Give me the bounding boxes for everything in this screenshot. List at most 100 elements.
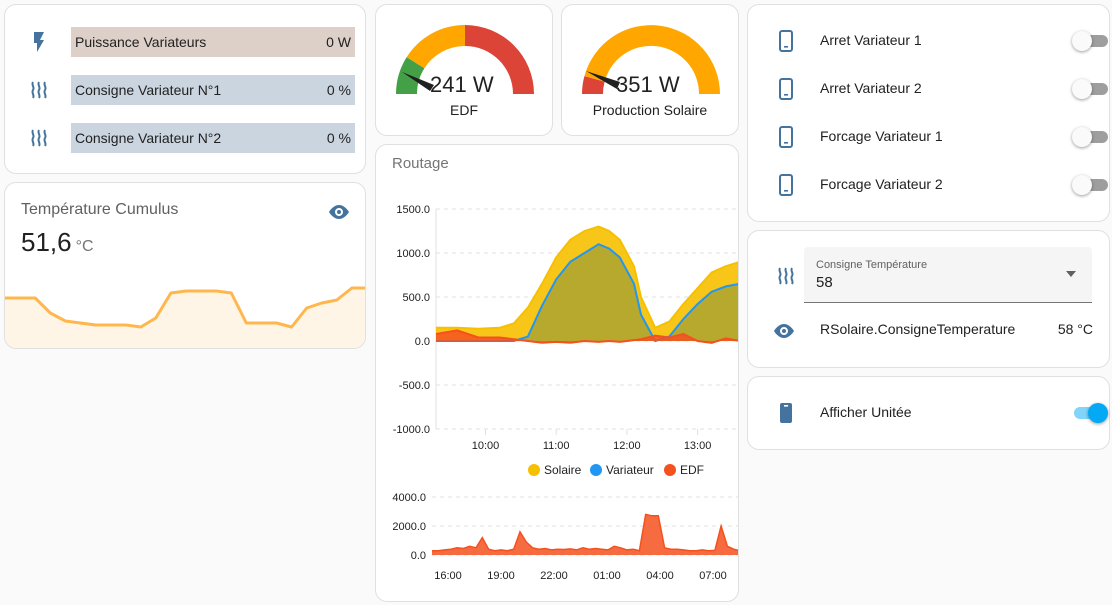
- gauge-segment-red: [582, 76, 605, 94]
- toggle-knob: [1072, 127, 1092, 147]
- y-tick-label: 1500.0: [396, 204, 430, 216]
- cellphone-icon: [779, 78, 793, 100]
- gauge-segment-orange: [406, 25, 465, 69]
- switch-row-afficher[interactable]: Afficher Unitée: [768, 393, 1108, 433]
- flash-icon: [34, 32, 44, 52]
- entity-value: 0 %: [326, 82, 351, 98]
- afficher-card: Afficher Unitée: [747, 376, 1110, 450]
- entity-value: 0 %: [326, 130, 351, 146]
- x-tick-label: 12:00: [613, 440, 641, 452]
- gauge-solaire: [582, 25, 720, 95]
- legend-marker: [590, 464, 602, 476]
- switch-label: Arret Variateur 2: [820, 80, 922, 96]
- sparkline-fill: [5, 288, 365, 348]
- y-tick-label: 4000.0: [392, 492, 426, 504]
- switch-row-arret-1[interactable]: Arret Variateur 1: [768, 21, 1108, 61]
- temperature-card[interactable]: Température Cumulus 51,6 °C: [4, 182, 366, 349]
- switch-row-forcage-1[interactable]: Forcage Variateur 1: [768, 117, 1108, 157]
- cellphone-icon: [780, 403, 792, 423]
- entity-value: 0 W: [326, 34, 351, 50]
- switch-row-arret-2[interactable]: Arret Variateur 2: [768, 69, 1108, 109]
- legend-label: EDF: [680, 463, 704, 477]
- gauge-value: 241 W: [430, 72, 494, 97]
- x-tick-label: 01:00: [593, 570, 621, 582]
- gauge-segment-red: [465, 25, 534, 94]
- toggle-switch[interactable]: [1072, 403, 1108, 423]
- cellphone-icon: [779, 126, 793, 148]
- y-tick-label: 1000.0: [396, 248, 430, 260]
- series-line-edf: [432, 513, 738, 552]
- legend-marker: [664, 464, 676, 476]
- y-tick-label: 2000.0: [392, 521, 426, 533]
- x-tick-label: 04:00: [646, 570, 674, 582]
- switches-card: Arret Variateur 1 Arret Variateur 2 Forc…: [747, 4, 1110, 222]
- y-tick-label: 0.0: [415, 336, 430, 348]
- switch-label: Forcage Variateur 2: [820, 176, 943, 192]
- history-chart[interactable]: 4000.0 2000.0 0.0 16:00 19:00 22:00 01:00 04:00…: [376, 483, 739, 602]
- toggle-switch[interactable]: [1072, 79, 1108, 99]
- consigne-card: Consigne Température 58 RSolaire.Consign…: [747, 230, 1110, 368]
- entity-bar: Puissance Variateurs 0 W: [71, 27, 355, 57]
- entity-row-consigne-2[interactable]: Consigne Variateur N°2 0 %: [21, 123, 355, 153]
- consigne-select[interactable]: Consigne Température 58: [804, 247, 1092, 303]
- entity-bar: Consigne Variateur N°1 0 %: [71, 75, 355, 105]
- toggle-switch[interactable]: [1072, 175, 1108, 195]
- dropdown-arrow-icon: [1066, 271, 1076, 277]
- entity-label: Consigne Variateur N°1: [75, 82, 222, 98]
- attribute-label: RSolaire.ConsigneTemperature: [820, 321, 1016, 337]
- entity-label: Consigne Variateur N°2: [75, 130, 222, 146]
- entity-label: Puissance Variateurs: [75, 34, 207, 50]
- series-line-solaire: [436, 225, 738, 330]
- y-tick-label: -500.0: [399, 380, 430, 392]
- legend-label: Solaire: [544, 463, 582, 477]
- toggle-knob: [1072, 175, 1092, 195]
- toggle-knob: [1072, 31, 1092, 51]
- eye-icon[interactable]: [772, 319, 796, 343]
- toggle-switch[interactable]: [1072, 127, 1108, 147]
- series-area-variateur: [436, 244, 738, 341]
- routage-chart[interactable]: 1500.0 1000.0 500.0 0.0 -500.0 -1000.0 10:00 11…: [376, 145, 739, 485]
- gauge-card-edf[interactable]: 241 W EDF: [375, 4, 553, 136]
- x-tick-label: 22:00: [540, 570, 568, 582]
- cellphone-icon: [779, 174, 793, 196]
- switch-label: Arret Variateur 1: [820, 32, 922, 48]
- toggle-switch[interactable]: [1072, 31, 1108, 51]
- legend-label: Variateur: [606, 463, 654, 477]
- sparkline-line: [5, 286, 365, 329]
- gauge-name: Production Solaire: [592, 102, 708, 118]
- heat-wave-icon: [778, 267, 794, 285]
- heat-wave-icon: [31, 81, 47, 99]
- gauge-needle: [586, 71, 620, 89]
- switch-label: Forcage Variateur 1: [820, 128, 943, 144]
- chart-title: Routage: [392, 155, 449, 172]
- entities-card: Puissance Variateurs 0 W Consigne Variat…: [4, 4, 366, 174]
- temperature-title: Température Cumulus: [21, 201, 179, 218]
- toggle-knob: [1088, 403, 1108, 423]
- gauge-value: 351 W: [616, 72, 680, 97]
- gauge-card-solaire[interactable]: 351 W Production Solaire: [561, 4, 739, 136]
- x-tick-label: 07:00: [699, 570, 727, 582]
- gauge-edf: [396, 25, 534, 94]
- y-tick-label: 0.0: [411, 550, 426, 562]
- temperature-number: 51,6: [21, 227, 72, 257]
- series-area-edf: [432, 514, 738, 555]
- attribute-value: 58 °C: [1057, 321, 1093, 337]
- switch-row-forcage-2[interactable]: Forcage Variateur 2: [768, 165, 1108, 205]
- series-line-edf: [435, 329, 738, 344]
- entity-bar: Consigne Variateur N°2 0 %: [71, 123, 355, 153]
- toggle-knob: [1072, 79, 1092, 99]
- routage-card: Routage 1500.0 1000.0 500.0 0.0 -500.0 -1000.…: [375, 144, 739, 602]
- eye-icon[interactable]: [327, 200, 351, 224]
- gauge-segment-orange: [584, 25, 720, 95]
- entity-row-puissance[interactable]: Puissance Variateurs 0 W: [21, 27, 355, 57]
- entity-row-consigne-1[interactable]: Consigne Variateur N°1 0 %: [21, 75, 355, 105]
- y-tick-label: -1000.0: [393, 424, 430, 436]
- temperature-value: 51,6 °C: [21, 227, 94, 258]
- x-tick-label: 13:00: [684, 440, 712, 452]
- x-tick-label: 19:00: [487, 570, 515, 582]
- gauge-needle: [402, 72, 434, 91]
- y-tick-label: 500.0: [402, 292, 430, 304]
- select-value: 58: [816, 274, 833, 291]
- cellphone-icon: [779, 30, 793, 52]
- switch-label: Afficher Unitée: [820, 404, 912, 420]
